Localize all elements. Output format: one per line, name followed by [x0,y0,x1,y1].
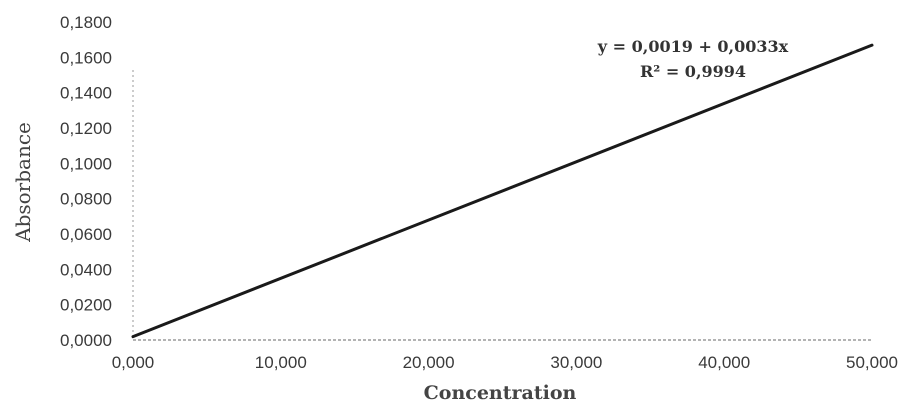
y-tick-label: 0,0400 [60,260,112,279]
y-tick-label: 0,1600 [60,48,112,67]
y-tick-label: 0,1800 [60,13,112,32]
y-axis-label: Absorbance [11,122,35,243]
x-tick-label: 40,000 [698,353,750,372]
x-tick-label: 30,000 [550,353,602,372]
x-tick-label: 50,000 [846,353,898,372]
y-tick-label: 0,1200 [60,119,112,138]
x-axis-ticks: 0,000 10,000 20,000 30,000 40,000 50,000 [112,353,898,372]
y-tick-label: 0,0000 [60,331,112,350]
x-tick-label: 0,000 [112,353,155,372]
y-tick-label: 0,1400 [60,84,112,103]
y-axis-ticks: 0,0000 0,0200 0,0400 0,0600 0,0800 0,1000 0,12… [60,13,112,350]
y-tick-label: 0,1000 [60,154,112,173]
series-line [131,43,874,339]
y-tick-label: 0,0800 [60,190,112,209]
trendline-equation: y = 0,0019 + 0,0033x [597,37,789,56]
r-squared-label: R² = 0,9994 [640,62,746,81]
y-tick-label: 0,0600 [60,225,112,244]
x-tick-label: 20,000 [403,353,455,372]
y-tick-label: 0,0200 [60,296,112,315]
x-tick-label: 10,000 [255,353,307,372]
x-axis-label: Concentration [424,382,577,404]
